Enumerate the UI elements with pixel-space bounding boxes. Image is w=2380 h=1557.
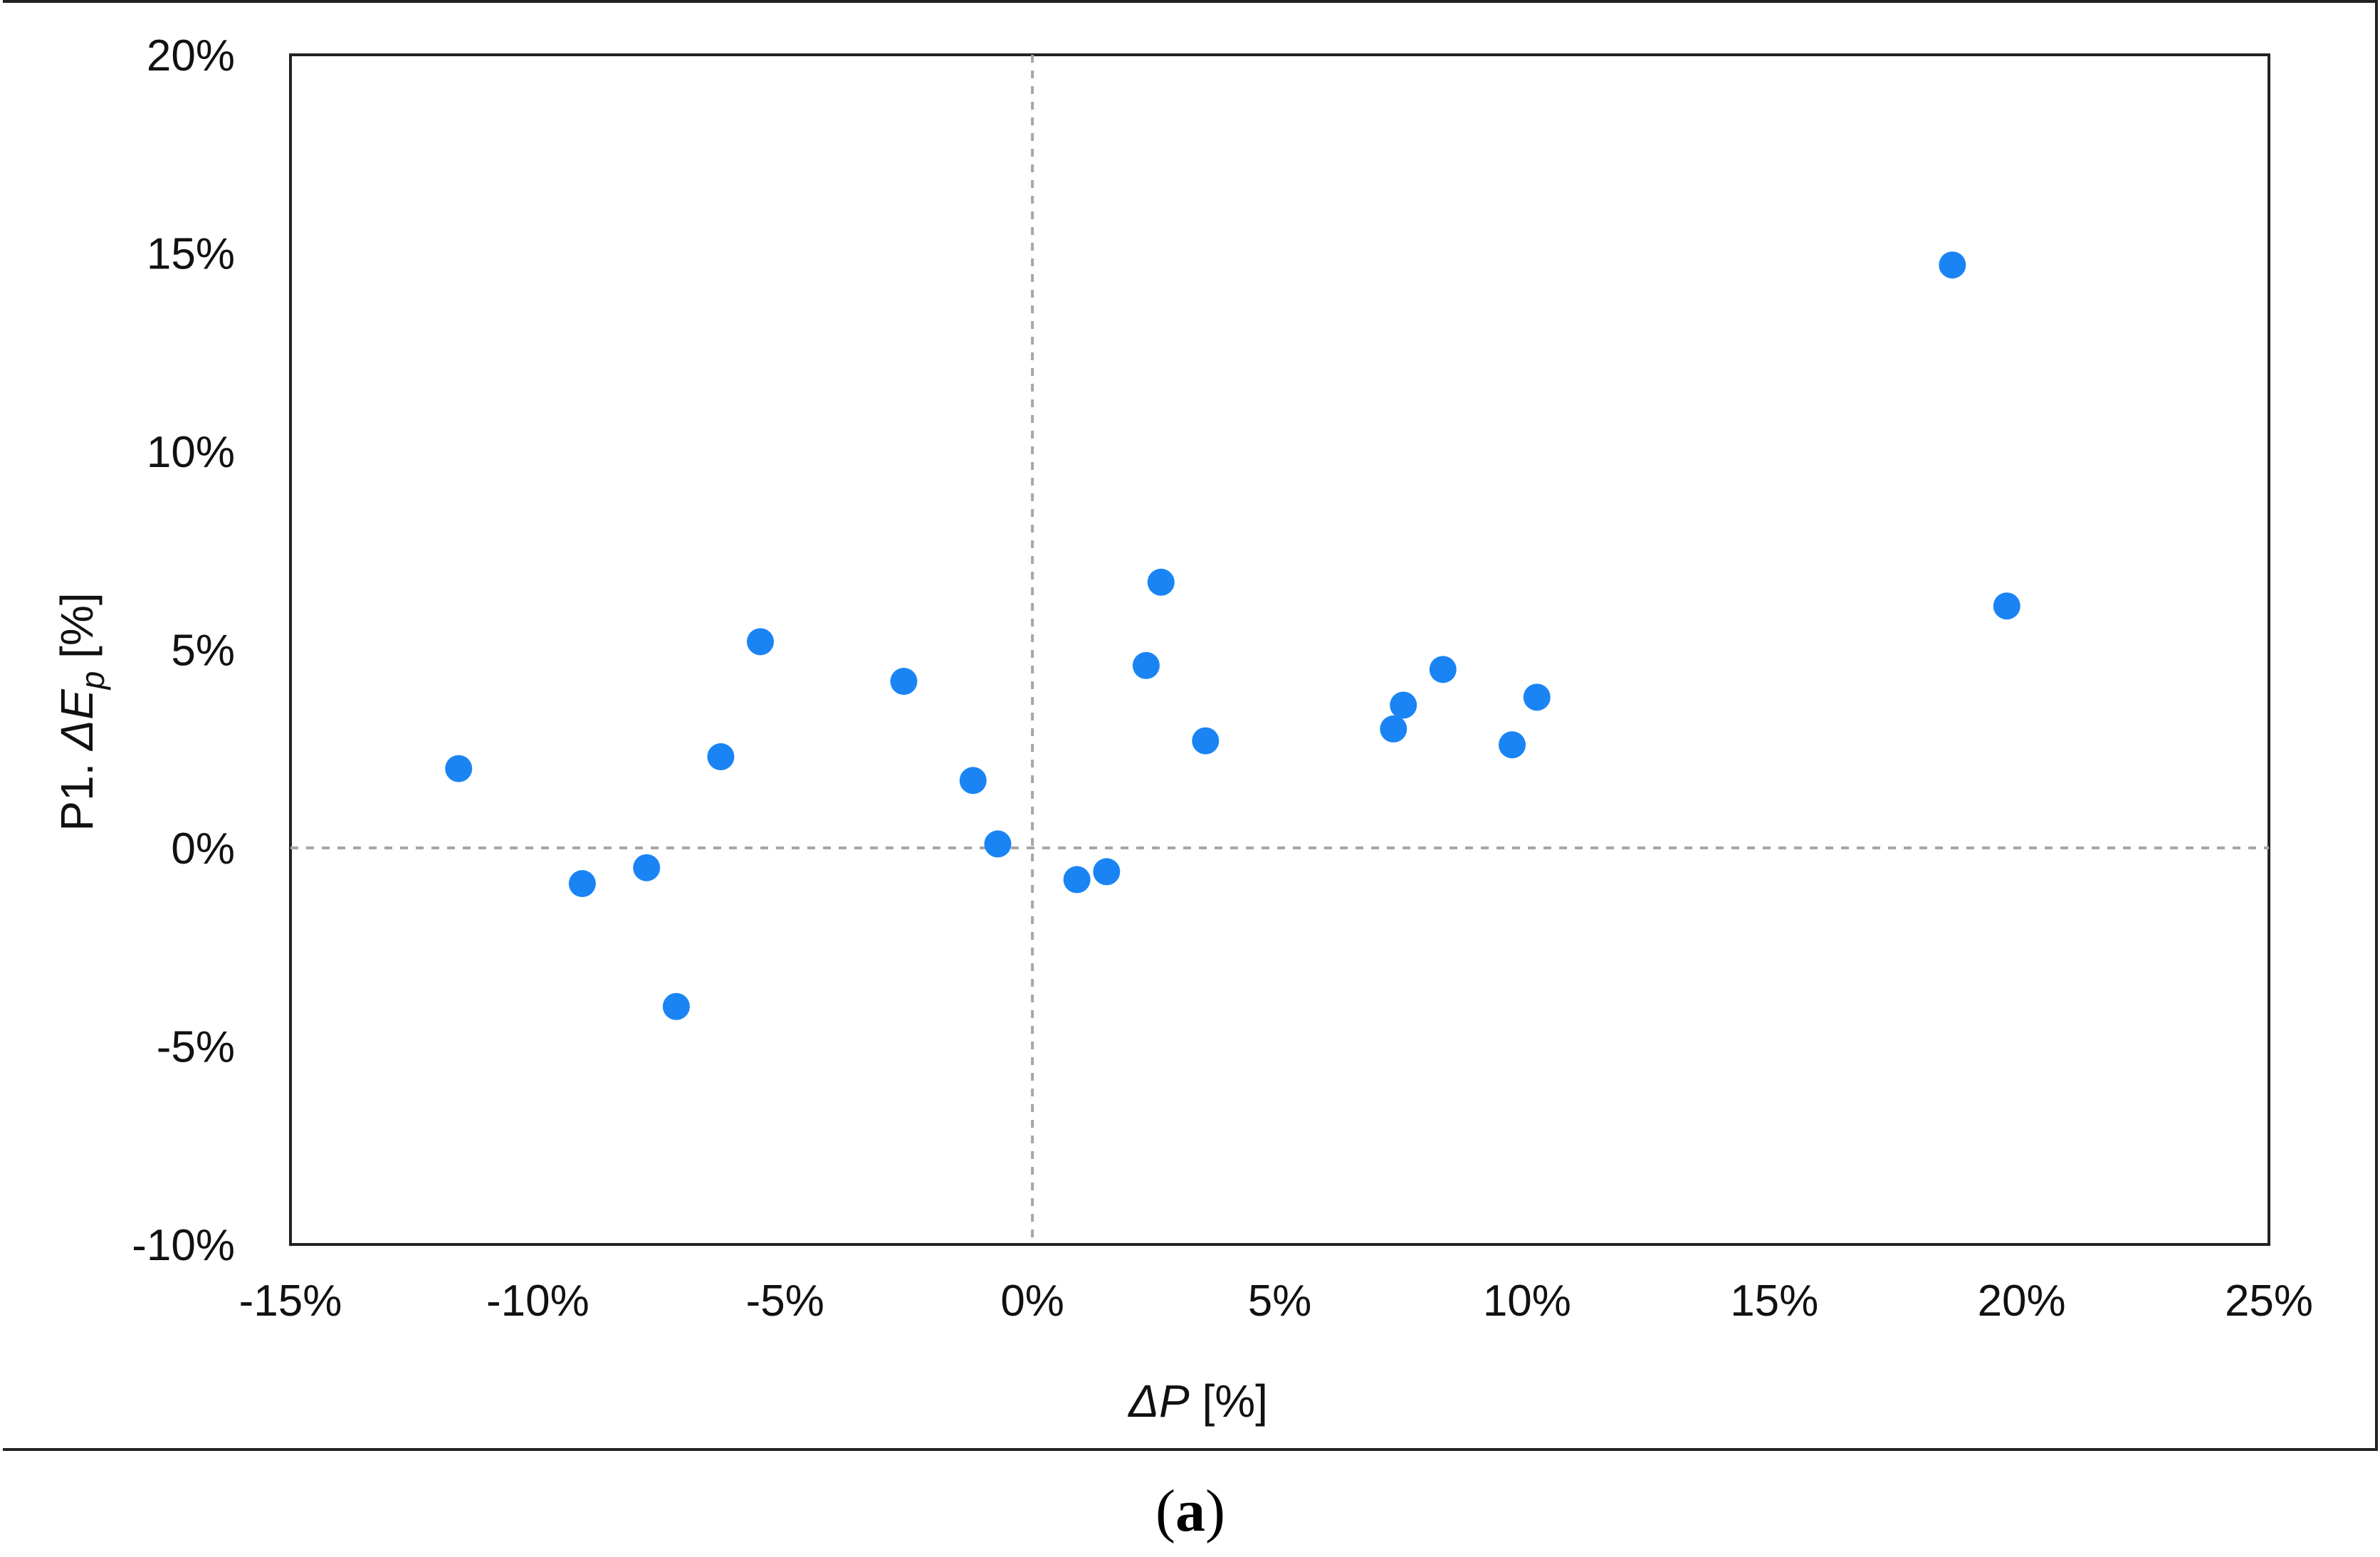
data-point	[707, 743, 735, 770]
x-tick-label: 15%	[1730, 1276, 1818, 1326]
data-point	[1993, 592, 2020, 620]
y-tick-label: 5%	[171, 627, 235, 676]
x-tick-label: 10%	[1483, 1276, 1571, 1326]
data-point	[1429, 656, 1457, 683]
data-point	[890, 668, 918, 696]
data-point	[1380, 715, 1407, 743]
caption-open-paren: (	[1155, 1478, 1175, 1544]
y-axis-title: P1. ΔEp [%]	[51, 592, 111, 831]
data-point	[1939, 251, 1966, 279]
y-tick-label: -10%	[132, 1221, 235, 1270]
x-tick-label: 5%	[1248, 1276, 1312, 1326]
x-axis-tick-labels: -15% -10% -5% 0% 5% 10% 15% 20% 25%	[239, 1276, 2313, 1326]
data-point	[959, 767, 987, 795]
data-point	[662, 992, 690, 1020]
data-point	[1499, 731, 1526, 759]
plot-area	[289, 53, 2270, 1246]
y-tick-label: 0%	[171, 824, 235, 874]
x-tick-label: -5%	[746, 1276, 824, 1326]
x-axis-title-unit: [%]	[1190, 1375, 1268, 1427]
y-tick-label: 20%	[147, 31, 235, 80]
data-point	[1063, 866, 1091, 893]
x-tick-label: -10%	[486, 1276, 589, 1326]
figure-caption: (a)	[1155, 1478, 1225, 1544]
y-axis-tick-labels: -10% -5% 0% 5% 10% 15% 20%	[132, 31, 235, 1270]
x-tick-label: -15%	[239, 1276, 342, 1326]
x-axis-title-symbol: ΔP	[1127, 1375, 1190, 1427]
data-point	[1192, 727, 1220, 755]
y-axis-title-prefix: P1.	[51, 750, 103, 832]
data-point	[984, 830, 1012, 858]
caption-close-paren: )	[1205, 1478, 1225, 1544]
data-point	[568, 870, 596, 898]
data-point	[747, 628, 775, 656]
data-point	[1132, 651, 1160, 679]
caption-letter: a	[1175, 1478, 1205, 1544]
data-point	[633, 854, 661, 881]
data-point	[1390, 691, 1417, 719]
data-point	[1093, 858, 1121, 886]
y-tick-label: -5%	[157, 1023, 235, 1072]
figure-frame	[3, 0, 2378, 1451]
x-axis-title: ΔP [%]	[1127, 1375, 1268, 1427]
data-point	[1523, 683, 1551, 711]
y-axis-title-subscript: p	[74, 671, 111, 691]
y-tick-label: 15%	[147, 230, 235, 279]
x-tick-label: 0%	[1000, 1276, 1064, 1326]
data-point	[445, 755, 473, 782]
y-axis-title-unit: [%]	[51, 592, 103, 671]
data-points	[445, 251, 2020, 1020]
data-point	[1147, 568, 1175, 596]
x-tick-label: 25%	[2225, 1276, 2313, 1326]
y-tick-label: 10%	[147, 428, 235, 477]
x-tick-label: 20%	[1978, 1276, 2066, 1326]
y-axis-title-symbol: ΔE	[51, 688, 103, 752]
